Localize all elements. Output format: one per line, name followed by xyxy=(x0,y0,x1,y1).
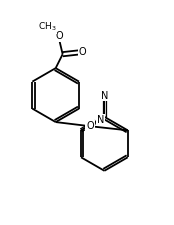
Text: O: O xyxy=(86,121,94,131)
Text: N: N xyxy=(101,91,108,101)
Text: N: N xyxy=(97,115,104,125)
Text: O: O xyxy=(55,31,63,41)
Text: O: O xyxy=(78,47,86,57)
Text: CH$_3$: CH$_3$ xyxy=(38,21,56,34)
